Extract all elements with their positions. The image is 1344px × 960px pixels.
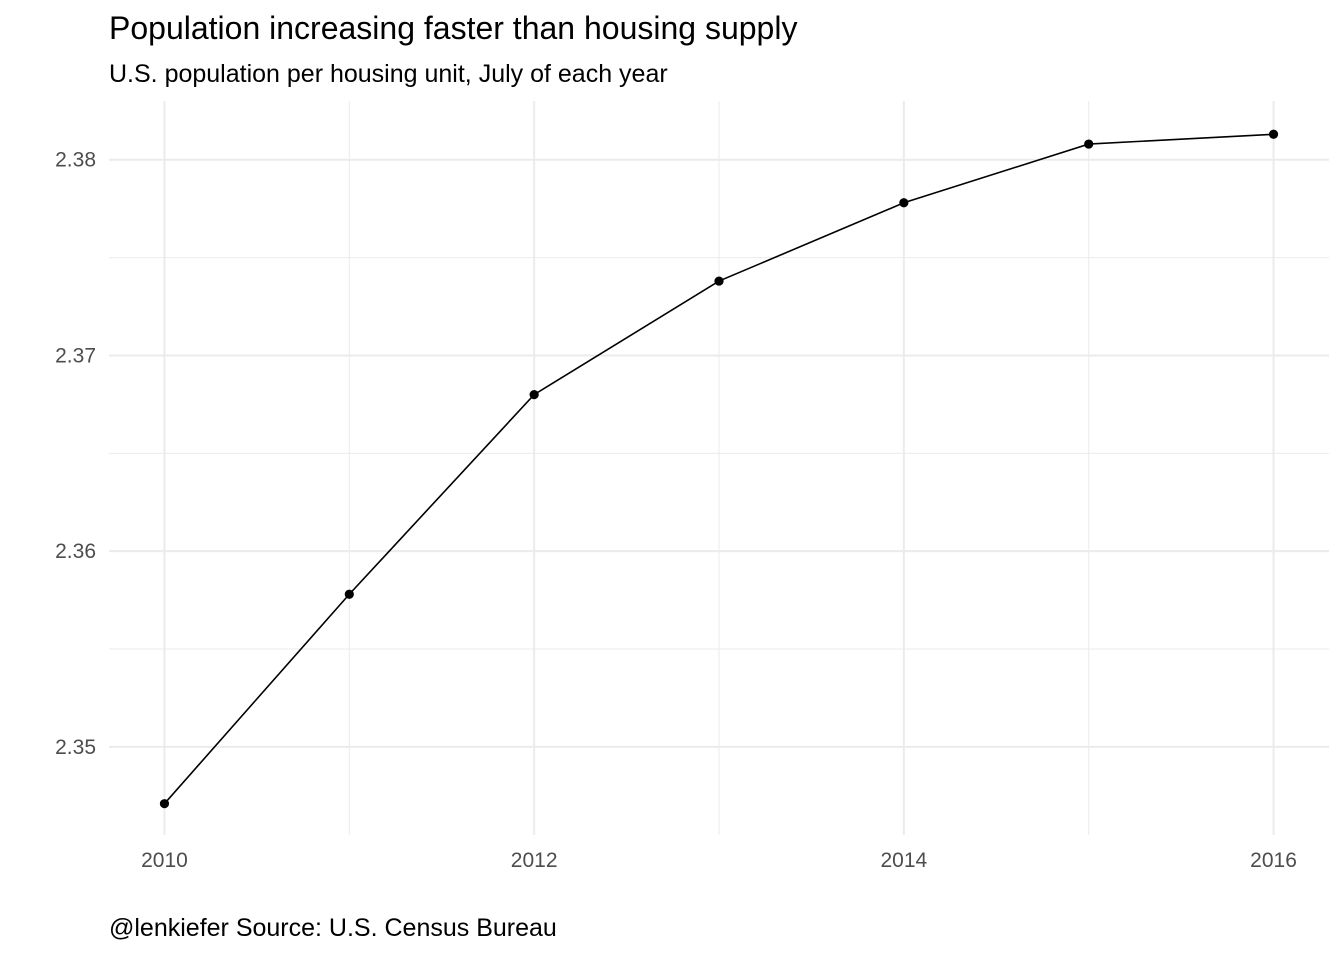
data-point bbox=[529, 390, 539, 400]
data-point bbox=[899, 198, 909, 208]
y-tick-label: 2.35 bbox=[55, 736, 96, 759]
y-tick-label: 2.36 bbox=[55, 540, 96, 563]
x-tick-label: 2014 bbox=[880, 849, 927, 872]
data-point bbox=[344, 589, 354, 599]
grid-lines bbox=[109, 101, 1329, 835]
y-tick-label: 2.37 bbox=[55, 344, 96, 367]
chart-caption: @lenkiefer Source: U.S. Census Bureau bbox=[109, 914, 557, 942]
data-point bbox=[1268, 129, 1279, 139]
x-tick-label: 2016 bbox=[1250, 849, 1297, 872]
x-tick-label: 2012 bbox=[511, 849, 558, 872]
chart-subtitle: U.S. population per housing unit, July o… bbox=[109, 60, 668, 88]
data-point bbox=[1084, 139, 1094, 149]
data-point bbox=[159, 799, 170, 809]
x-tick-label: 2010 bbox=[141, 849, 188, 872]
y-tick-label: 2.38 bbox=[55, 149, 96, 172]
chart-title: Population increasing faster than housin… bbox=[109, 10, 798, 46]
axis-tick-labels: 2.35 2.36 2.37 2.38 2010 2012 2014 2016 bbox=[55, 149, 1297, 872]
data-points bbox=[159, 129, 1279, 809]
data-point bbox=[714, 276, 724, 286]
